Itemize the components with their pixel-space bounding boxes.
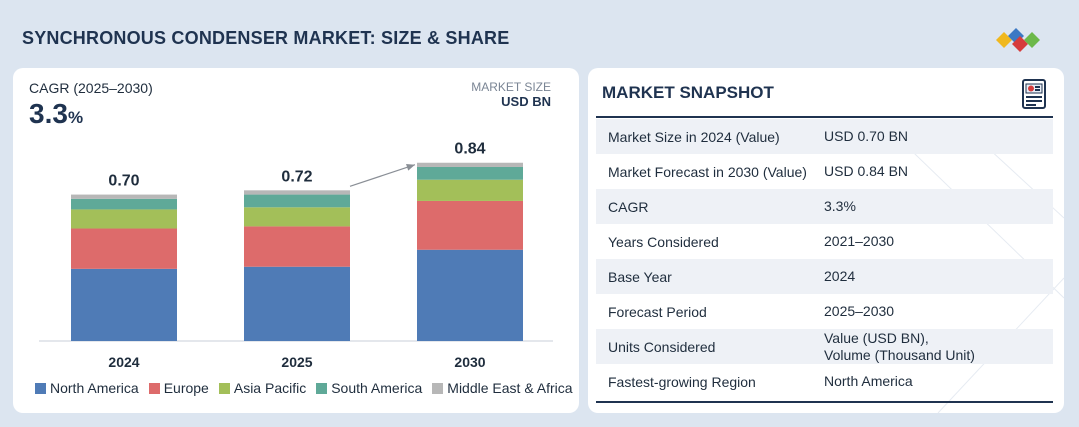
cagr-value: 3.3% (29, 98, 83, 130)
legend-swatch (432, 382, 444, 394)
legend-item-middle-east-africa: Middle East & Africa (432, 380, 573, 396)
legend-swatch (316, 382, 328, 394)
market-size-label: MARKET SIZE (471, 80, 551, 94)
brand-logo-icon (996, 28, 1040, 52)
row-value: 2025–2030 (824, 303, 895, 319)
bar-segment-2025-north-america (244, 266, 350, 341)
growth-arrow (349, 164, 416, 187)
x-tick-2025: 2025 (281, 354, 312, 370)
cagr-unit: % (67, 108, 84, 127)
snapshot-row-forecast-period: Forecast Period 2025–2030 (596, 294, 1053, 329)
snapshot-row-market-forecast-2030: Market Forecast in 2030 (Value) USD 0.84… (596, 154, 1053, 189)
row-value-line-2: Volume (Thousand Unit) (824, 346, 975, 363)
x-tick-2030: 2030 (454, 354, 485, 370)
bar-segment-2024-middle-east-africa (71, 194, 177, 199)
snapshot-divider (596, 116, 1053, 118)
bar-segment-2030-north-america (417, 249, 523, 341)
row-value: 3.3% (824, 198, 856, 214)
market-snapshot-card: MARKET SNAPSHOT Market Size in 2024 (Val… (588, 68, 1064, 413)
legend-item-north-america: North America (35, 380, 139, 396)
total-label-2030: 0.84 (454, 141, 485, 158)
row-value-line-1: Value (USD BN), (824, 329, 929, 346)
row-value: USD 0.70 BN (824, 128, 909, 144)
legend-label: South America (331, 380, 423, 396)
legend-swatch (35, 382, 46, 394)
bar-segment-2030-middle-east-africa (417, 162, 523, 167)
row-label: Market Size in 2024 (Value) (608, 128, 780, 145)
stacked-bar-chart: 0.70 2024 0.72 2025 0.84 2030 (39, 141, 553, 370)
row-label: CAGR (608, 198, 649, 215)
snapshot-row-market-size-2024: Market Size in 2024 (Value) USD 0.70 BN (596, 119, 1053, 154)
legend-label: Europe (163, 380, 209, 396)
snapshot-row-years-considered: Years Considered 2021–2030 (596, 224, 1053, 259)
bar-segment-2030-south-america (417, 166, 523, 180)
legend-label: Middle East & Africa (447, 380, 573, 396)
x-tick-2024: 2024 (108, 354, 139, 370)
cagr-label: CAGR (2025–2030) (29, 80, 153, 96)
snapshot-table: Market Size in 2024 (Value) USD 0.70 BN … (596, 119, 1053, 399)
snapshot-title: MARKET SNAPSHOT (602, 83, 774, 102)
row-label: Forecast Period (608, 303, 707, 320)
market-size-unit: USD BN (501, 94, 551, 109)
row-label: Units Considered (608, 338, 716, 355)
total-label-2025: 0.72 (281, 168, 312, 185)
legend-label: North America (50, 380, 139, 396)
row-label: Fastest-growing Region (608, 373, 756, 390)
legend-item-europe: Europe (148, 380, 209, 396)
snapshot-row-fastest-growing-region: Fastest-growing Region North America (596, 364, 1053, 399)
row-value: 2021–2030 (824, 233, 895, 249)
legend-item-south-america: South America (316, 380, 422, 396)
row-label: Market Forecast in 2030 (Value) (608, 163, 807, 180)
report-icon (1022, 79, 1046, 109)
page-title: SYNCHRONOUS CONDENSER MARKET: SIZE & SHA… (22, 28, 510, 48)
snapshot-bottom-divider (596, 401, 1053, 403)
bar-segment-2024-north-america (71, 268, 177, 341)
bar-segment-2025-middle-east-africa (244, 190, 350, 195)
snapshot-row-units-considered: Units Considered Value (USD BN), Volume … (596, 329, 1053, 364)
bar-segment-2024-south-america (71, 198, 177, 210)
bar-segment-2025-asia-pacific (244, 207, 350, 227)
market-size-card: CAGR (2025–2030) 3.3% MARKET SIZE USD BN… (13, 68, 579, 413)
total-label-2024: 0.70 (108, 173, 139, 190)
snapshot-row-cagr: CAGR 3.3% (596, 189, 1053, 224)
growth-arrowhead (406, 164, 415, 171)
legend-label: Asia Pacific (233, 380, 307, 396)
legend-swatch (218, 382, 230, 394)
chart-legend: North America Europe Asia Pacific South Ame… (35, 380, 573, 396)
bar-segment-2025-south-america (244, 194, 350, 208)
bar-segment-2030-asia-pacific (417, 179, 523, 201)
bar-segment-2030-europe (417, 200, 523, 250)
legend-swatch (148, 382, 160, 394)
cagr-number: 3.3 (29, 98, 68, 129)
bar-segment-2024-europe (71, 228, 177, 269)
row-value: North America (824, 373, 913, 389)
row-value: USD 0.84 BN (824, 163, 909, 179)
legend-item-asia-pacific: Asia Pacific (218, 380, 307, 396)
bar-segment-2024-asia-pacific (71, 209, 177, 229)
row-label: Years Considered (608, 233, 719, 250)
snapshot-row-base-year: Base Year 2024 (596, 259, 1053, 294)
bar-segment-2025-europe (244, 226, 350, 267)
row-value: 2024 (824, 268, 856, 284)
row-value: Value (USD BN), Volume (Thousand Unit) (824, 330, 1053, 364)
row-label: Base Year (608, 268, 672, 285)
